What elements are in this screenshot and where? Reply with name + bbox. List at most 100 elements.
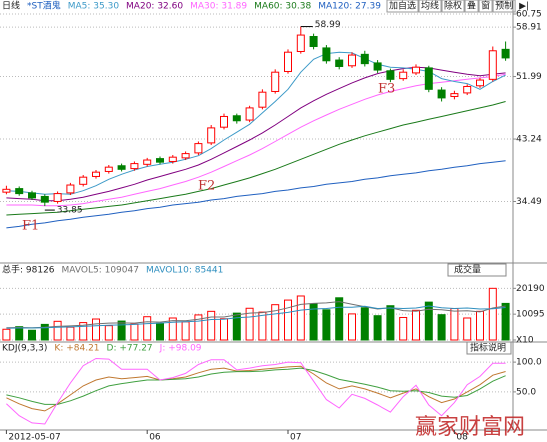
indicator-button[interactable]: 指标说明 [470, 342, 506, 354]
candle-body [207, 127, 216, 144]
candle-body [450, 93, 459, 97]
y-tick-label: 20190 [516, 284, 545, 294]
volume-bar [309, 303, 318, 341]
toolbar-button-frame[interactable] [492, 0, 516, 13]
indicator-button[interactable]: 成交量 [454, 264, 481, 276]
volume-bar [296, 295, 305, 341]
candle-body [194, 143, 203, 154]
volume-bar [245, 307, 254, 341]
volume-bar [501, 302, 510, 341]
candle-body [501, 48, 510, 59]
volume-bar [104, 325, 113, 341]
candle-body [130, 163, 139, 170]
legend-entry: MAVOL10: 85441 [146, 266, 223, 276]
volume-bar [79, 322, 88, 341]
x-tick-label: 2012-05-07 [8, 433, 60, 442]
toolbar-button-frame[interactable] [418, 0, 442, 13]
candle-body [92, 171, 100, 177]
volume-bar [232, 312, 241, 341]
volume-bar [143, 316, 152, 341]
candle-body [335, 59, 344, 67]
volume-bar [386, 305, 395, 341]
toolbar-arrow[interactable]: ▶| [519, 2, 529, 12]
candle-body [488, 50, 497, 80]
candle-body [437, 89, 446, 99]
toolbar-button[interactable]: 除权 [444, 0, 462, 12]
indicator-line [6, 301, 506, 329]
candle-body [399, 71, 408, 80]
volume-bar [322, 309, 331, 341]
toolbar-button-frame[interactable] [464, 0, 479, 13]
legend-entry: K: +84.21 [54, 344, 99, 354]
y-tick-label: 34.49 [516, 197, 542, 207]
legend-entry: MA5: 35.30 [68, 2, 120, 12]
candle-body [284, 51, 292, 72]
x-tick-label: 08 [456, 433, 468, 442]
volume-bar [53, 320, 62, 341]
candle-body [309, 35, 318, 47]
indicator-line [6, 367, 506, 405]
volume-bar [207, 310, 216, 341]
indicator-line [6, 160, 506, 229]
candle-body [53, 193, 62, 202]
legend-entry: MA30: 31.89 [190, 2, 247, 12]
y-tick-label: 100.0 [516, 358, 542, 368]
toolbar-button-frame[interactable] [386, 0, 419, 13]
candle-body [373, 62, 382, 71]
indicator-line [6, 51, 506, 195]
toolbar-button-frame[interactable] [441, 0, 465, 13]
candle-body [412, 66, 420, 74]
y-tick-label: 60.75 [516, 10, 542, 20]
volume-bar [168, 317, 177, 341]
volume-bar [488, 287, 497, 341]
candle-body [181, 153, 190, 159]
candle-body [386, 70, 395, 80]
legend-entry: D: +77.27 [107, 344, 153, 354]
legend-entry: J: +98.09 [159, 344, 202, 354]
candle-body [476, 79, 484, 87]
toolbar-button[interactable]: 均线 [421, 0, 439, 12]
volume-bar [156, 322, 164, 341]
candle-body [117, 165, 126, 170]
indicator-line [6, 365, 506, 412]
candle-body [220, 115, 228, 128]
candle-body [66, 184, 75, 194]
candle-body [143, 159, 152, 165]
candle-body [258, 91, 267, 108]
toolbar-button[interactable]: 窗 [481, 0, 490, 12]
candle-body [15, 188, 24, 195]
max-price-label: 58.99 [315, 20, 341, 30]
volume-bar [424, 301, 433, 341]
candle-body [40, 195, 49, 203]
volume-bar [284, 299, 292, 341]
volume-bar [258, 311, 267, 341]
volume-bar [66, 326, 75, 341]
volume-bar [360, 307, 369, 341]
volume-bar [28, 329, 36, 341]
legend-entry: *ST酒鬼 [27, 0, 61, 12]
volume-bar [476, 310, 484, 341]
legend-entry: 日线 [2, 0, 20, 12]
toolbar-button[interactable]: 加自选 [389, 0, 416, 12]
legend-entry: MA20: 32.60 [126, 2, 183, 12]
volume-bar [463, 317, 472, 341]
candle-body [168, 156, 177, 162]
volume-bar [181, 321, 190, 341]
wave-label: F2 [198, 179, 215, 194]
volume-bar [271, 304, 280, 341]
toolbar-button[interactable]: 预制 [495, 0, 513, 12]
toolbar-button-frame[interactable] [478, 0, 493, 13]
legend-entry: 总手: 98126 [2, 264, 55, 276]
indicator-button-frame[interactable] [447, 263, 507, 277]
candle-body [463, 85, 472, 94]
candle-body [2, 188, 11, 193]
toolbar-button[interactable]: 叠 [467, 1, 476, 12]
watermark: 赢家财富网 [415, 415, 525, 440]
indicator-button-frame[interactable] [466, 341, 512, 355]
candle-body [271, 71, 280, 92]
volume-bar [412, 309, 420, 341]
candle-body [424, 67, 433, 90]
y-tick-label: 10095 [516, 310, 545, 320]
indicator-line [6, 66, 506, 202]
